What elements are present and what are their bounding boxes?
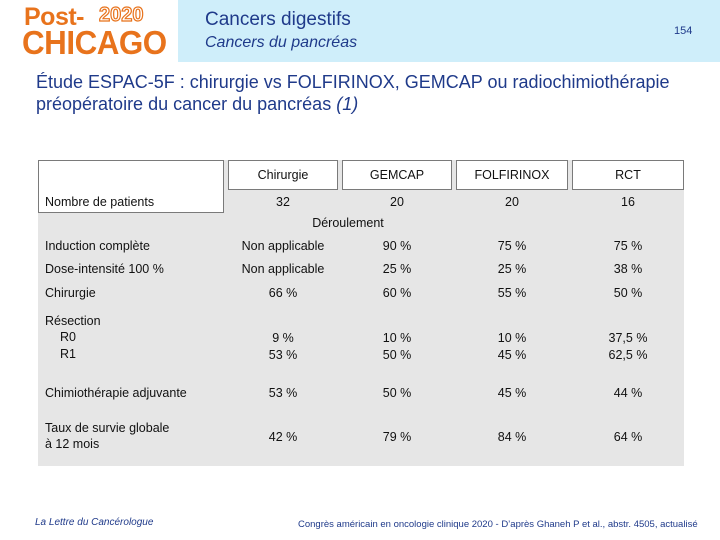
row-label-dose-intensite: Dose-intensité 100 % [45, 262, 164, 276]
dose-folfirinox: 25 % [497, 262, 527, 276]
patients-gemcap: 20 [390, 195, 404, 209]
patients-label-box [38, 160, 224, 213]
patients-chirurgie: 32 [276, 195, 290, 209]
patients-folfirinox: 20 [505, 195, 519, 209]
survie-gemcap: 79 % [382, 430, 412, 444]
survie-folfirinox: 84 % [497, 430, 527, 444]
resection-r1-folfirinox: 45 % [497, 348, 527, 362]
page-number: 154 [674, 25, 693, 37]
row-label-survie-line2: à 12 mois [45, 437, 100, 451]
row-label-resection: Résection [45, 314, 101, 328]
induction-rct: 75 % [613, 239, 643, 253]
adjuvante-chirurgie: 53 % [268, 386, 298, 400]
chirurgie-rct: 50 % [613, 286, 643, 300]
col-header-gemcap [342, 160, 452, 190]
footer-reference: Congrès américain en oncologie clinique … [298, 519, 698, 530]
resection-r0-gemcap: 10 % [382, 331, 412, 345]
row-label-chirurgie: Chirurgie [45, 286, 96, 300]
induction-folfirinox: 75 % [497, 239, 527, 253]
logo: Post- 2020 CHICAGO [0, 0, 178, 62]
resection-r1-chirurgie: 53 % [268, 348, 298, 362]
induction-chirurgie: Non applicable [241, 239, 325, 253]
patients-label: Nombre de patients [45, 195, 155, 209]
slide-title: Étude ESPAC-5F : chirurgie vs FOLFIRINOX… [36, 71, 696, 115]
chirurgie-folfirinox: 55 % [497, 286, 527, 300]
adjuvante-gemcap: 50 % [382, 386, 412, 400]
resection-r0-rct: 37,5 % [608, 331, 648, 345]
col-label-gemcap: GEMCAP [369, 168, 425, 182]
footer-journal: La Lettre du Cancérologue [35, 517, 154, 528]
col-header-folfirinox [456, 160, 568, 190]
section-subtitle: Cancers du pancréas [205, 34, 358, 51]
row-sublabel-r1: R1 [60, 347, 76, 361]
section-title: Cancers digestifs [205, 9, 351, 30]
resection-r0-chirurgie: 9 % [272, 331, 294, 345]
survie-chirurgie: 42 % [268, 430, 298, 444]
resection-r1-rct: 62,5 % [608, 348, 648, 362]
adjuvante-folfirinox: 45 % [497, 386, 527, 400]
resection-r1-gemcap: 50 % [382, 348, 412, 362]
chirurgie-gemcap: 60 % [382, 286, 412, 300]
col-header-rct [572, 160, 684, 190]
dose-rct: 38 % [613, 262, 643, 276]
slide-title-ref: (1) [336, 94, 359, 114]
chirurgie-chirurgie: 66 % [268, 286, 298, 300]
dose-chirurgie: Non applicable [241, 262, 325, 276]
row-sublabel-r0: R0 [60, 330, 76, 344]
col-header-chirurgie [228, 160, 338, 190]
adjuvante-rct: 44 % [613, 386, 643, 400]
induction-gemcap: 90 % [382, 239, 412, 253]
col-label-rct: RCT [615, 168, 641, 182]
logo-city-text: CHICAGO [22, 24, 167, 61]
survie-rct: 64 % [613, 430, 643, 444]
col-label-folfirinox: FOLFIRINOX [474, 168, 550, 182]
section-deroulement: Déroulement [312, 216, 384, 230]
slide-title-text: Étude ESPAC-5F : chirurgie vs FOLFIRINOX… [36, 72, 670, 114]
patients-rct: 16 [621, 195, 635, 209]
row-label-survie-line1: Taux de survie globale [45, 421, 170, 435]
row-label-chimio-adjuvante: Chimiothérapie adjuvante [45, 386, 187, 400]
resection-r0-folfirinox: 10 % [497, 331, 527, 345]
row-label-induction: Induction complète [45, 239, 150, 253]
header-bar: Post- 2020 CHICAGO Cancers digestifs Can… [0, 0, 720, 62]
dose-gemcap: 25 % [382, 262, 412, 276]
logo-year-text: 2020 [98, 3, 144, 26]
logo-post-text: Post- [24, 3, 85, 31]
col-label-chirurgie: Chirurgie [257, 168, 309, 182]
